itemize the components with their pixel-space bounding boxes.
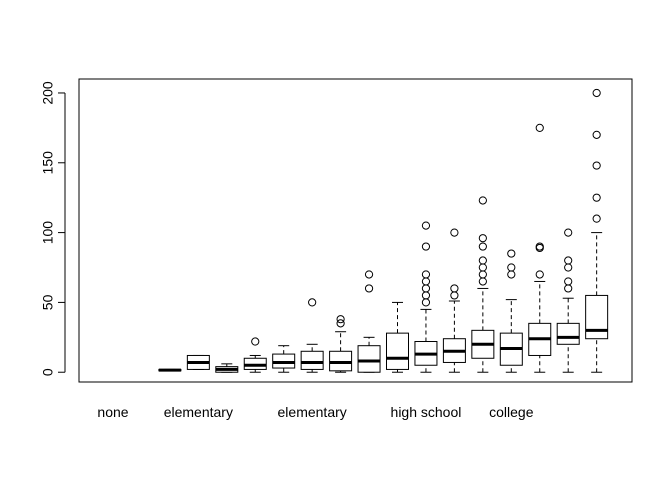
outlier-point xyxy=(450,228,459,237)
y-tick-label: 0 xyxy=(40,368,56,376)
outlier-point xyxy=(535,270,544,279)
outlier-point xyxy=(478,263,487,272)
outlier-point xyxy=(564,284,573,293)
iqr-box xyxy=(556,322,580,345)
plot-frame xyxy=(78,78,633,383)
outlier-point xyxy=(336,319,345,328)
box-group xyxy=(585,88,609,373)
outlier-point xyxy=(336,315,345,324)
outlier-point xyxy=(564,277,573,286)
outlier-point xyxy=(478,196,487,205)
outlier-point xyxy=(507,263,516,272)
outlier-point xyxy=(564,256,573,265)
box-group xyxy=(158,368,182,372)
box-group xyxy=(471,196,495,373)
box-group xyxy=(215,363,239,373)
outlier-point xyxy=(478,256,487,265)
outlier-point xyxy=(592,214,601,223)
box-group xyxy=(414,221,438,373)
outlier-point xyxy=(450,284,459,293)
box-group xyxy=(186,354,210,370)
outlier-point xyxy=(507,249,516,258)
iqr-box xyxy=(300,350,324,370)
outlier-point xyxy=(421,221,431,230)
outlier-point xyxy=(251,337,260,346)
outlier-point xyxy=(507,270,516,279)
outlier-point xyxy=(564,263,573,272)
outlier-point xyxy=(364,270,374,279)
x-tick-label: college xyxy=(489,404,534,420)
y-tick-label: 200 xyxy=(40,81,56,105)
outlier-point xyxy=(535,242,544,251)
outlier-point xyxy=(421,298,431,307)
outlier-point xyxy=(478,234,487,243)
outlier-point xyxy=(421,270,431,279)
outlier-point xyxy=(592,88,601,98)
outlier-point xyxy=(478,277,487,286)
outlier-point xyxy=(535,123,544,132)
boxes-layer xyxy=(158,88,609,373)
outlier-point xyxy=(592,193,601,202)
outlier-point xyxy=(592,130,601,139)
iqr-box xyxy=(357,345,381,373)
box-group xyxy=(556,228,580,373)
outlier-point xyxy=(421,291,431,300)
x-tick-label: high school xyxy=(391,404,462,420)
box-group xyxy=(386,301,409,373)
box-group xyxy=(300,298,324,373)
y-axis: 0 50 100 150 200 xyxy=(40,81,66,376)
iqr-box xyxy=(386,332,409,370)
x-axis: none elementary elementary high school colle… xyxy=(97,404,533,420)
y-tick-label: 50 xyxy=(40,294,56,310)
y-tick-label: 150 xyxy=(40,151,56,175)
x-tick-label: elementary xyxy=(278,404,347,420)
box-group xyxy=(329,315,353,373)
outlier-point xyxy=(308,298,317,307)
box-group xyxy=(499,249,523,373)
outlier-point xyxy=(421,284,431,293)
outlier-point xyxy=(478,270,487,279)
x-tick-label: none xyxy=(97,404,128,420)
box-group xyxy=(243,337,267,373)
outlier-point xyxy=(421,242,431,251)
outlier-point xyxy=(364,284,374,293)
box-group xyxy=(528,123,552,373)
iqr-box xyxy=(585,294,609,340)
y-tick-label: 100 xyxy=(40,221,56,245)
outlier-point xyxy=(592,161,601,170)
outlier-point xyxy=(450,291,459,300)
outlier-point xyxy=(564,228,573,237)
outlier-point xyxy=(421,277,431,286)
outlier-point xyxy=(478,242,487,251)
x-tick-label: elementary xyxy=(164,404,233,420)
box-group xyxy=(442,228,466,373)
box-group xyxy=(272,345,296,373)
box-group xyxy=(357,270,381,373)
